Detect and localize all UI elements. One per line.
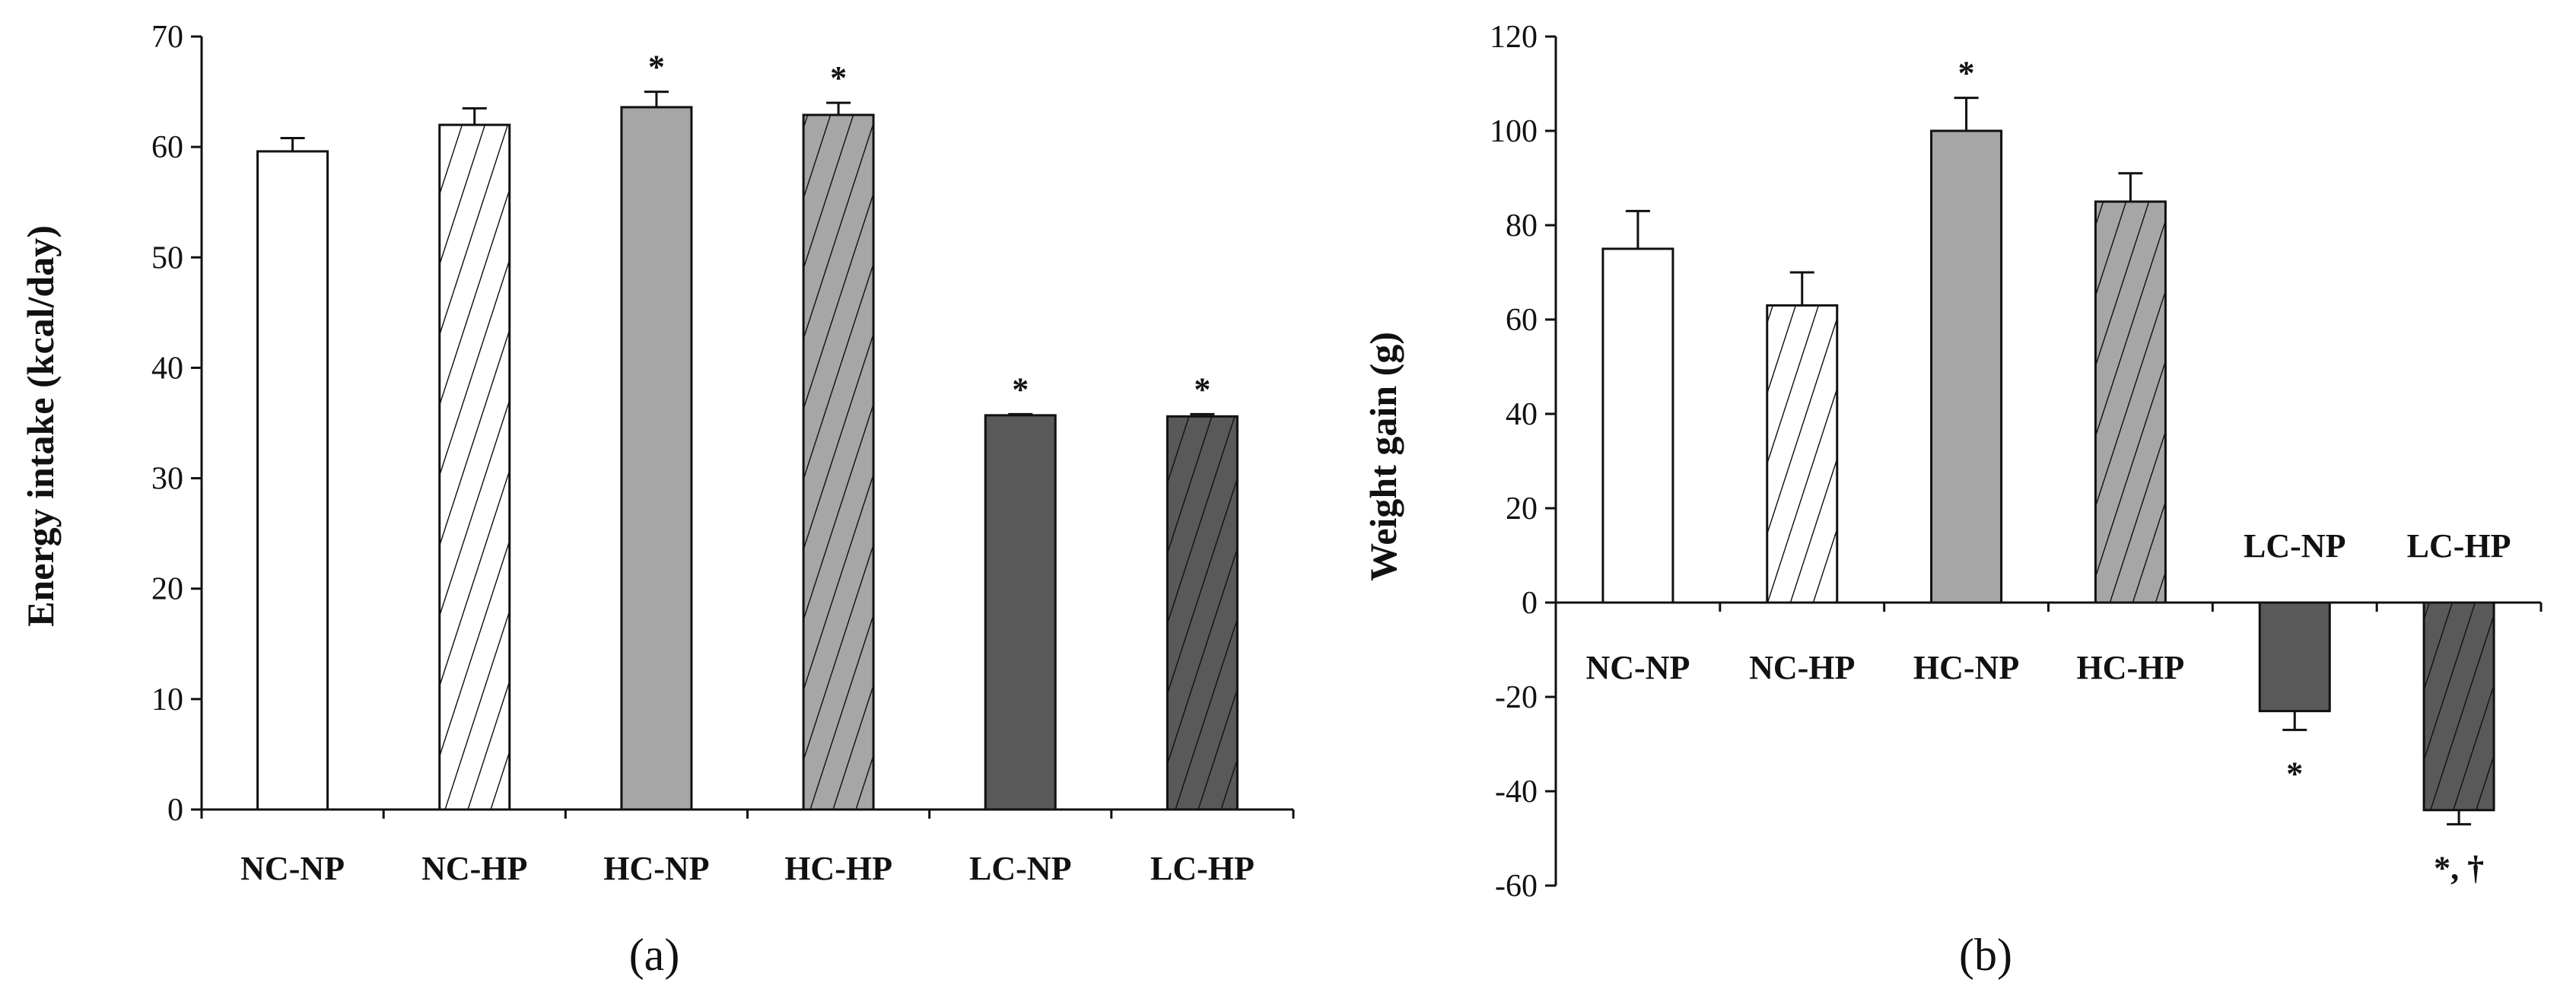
y-tick-label: -60	[1495, 869, 1538, 904]
significance-marker: *	[2286, 755, 2303, 792]
y-axis-ticks: 0 10 20 30 40 50 60 70	[151, 20, 202, 828]
y-tick-label: -20	[1495, 680, 1538, 715]
bars	[256, 91, 1239, 811]
significance-marker: *	[1012, 371, 1029, 408]
category-label: NC-HP	[1749, 649, 1855, 686]
category-label: HC-HP	[784, 850, 892, 887]
category-label: LC-HP	[1150, 850, 1255, 887]
bar	[256, 150, 329, 811]
significance-markers: * * *, †	[1958, 55, 2485, 887]
y-tick-label: 30	[151, 462, 183, 497]
significance-markers: * * * *	[648, 49, 1210, 409]
y-tick-label: 50	[151, 240, 183, 275]
y-tick-label: 120	[1490, 20, 1538, 55]
category-labels: NC-NP NC-HP HC-NP HC-HP LC-NP LC-HP	[240, 850, 1255, 887]
category-label: NC-NP	[240, 850, 345, 887]
axes	[200, 37, 1295, 819]
significance-marker: *, †	[2434, 849, 2484, 886]
category-label: LC-HP	[2407, 527, 2511, 565]
y-tick-label: 0	[167, 793, 183, 828]
panel-label: (b)	[1959, 930, 2012, 980]
axes	[1554, 37, 2543, 886]
bar	[1166, 415, 1239, 811]
y-tick-label: 40	[1506, 397, 1538, 432]
bars	[1601, 97, 2495, 825]
y-tick-label: 0	[1522, 586, 1538, 621]
significance-marker: *	[830, 59, 847, 97]
y-tick-label: -40	[1495, 775, 1538, 810]
y-tick-label: 70	[151, 20, 183, 55]
y-tick-label: 10	[151, 682, 183, 717]
category-label: LC-NP	[2244, 527, 2345, 565]
y-tick-label: 20	[151, 572, 183, 607]
significance-marker: *	[1958, 55, 1975, 92]
bar	[1601, 247, 1674, 604]
bar	[620, 106, 693, 811]
category-label: HC-NP	[1913, 649, 2019, 686]
significance-marker: *	[648, 49, 665, 86]
bar	[802, 113, 875, 811]
y-tick-label: 100	[1490, 114, 1538, 149]
y-tick-label: 20	[1506, 491, 1538, 526]
bar	[1766, 304, 1839, 604]
bar	[984, 414, 1057, 811]
y-tick-label: 60	[151, 130, 183, 165]
significance-marker: *	[1194, 371, 1210, 408]
category-labels: NC-NP NC-HP HC-NP HC-HP LC-NP LC-HP	[1585, 527, 2511, 686]
weight-gain-chart: Weight gain (g) -60 -40 -20 0 20 40 60 80 100 120…	[1362, 20, 2543, 980]
y-axis-ticks: -60 -40 -20 0 20 40 60 80 100 120	[1490, 20, 1556, 904]
y-tick-label: 60	[1506, 303, 1538, 338]
bar	[2422, 601, 2495, 812]
energy-intake-chart: Energy intake (kcal/day) 0 10 20 30 40 50 60 70…	[19, 20, 1295, 980]
y-axis-title: Weight gain (g)	[1362, 332, 1404, 581]
category-label: NC-NP	[1585, 649, 1690, 686]
bar	[1930, 129, 2003, 604]
y-axis-title: Energy intake (kcal/day)	[19, 225, 62, 627]
y-tick-label: 80	[1506, 208, 1538, 243]
category-label: HC-HP	[2077, 649, 2185, 686]
category-label: LC-NP	[969, 850, 1071, 887]
y-tick-label: 40	[151, 351, 183, 386]
bar	[438, 123, 511, 811]
bar	[2094, 200, 2167, 604]
category-label: HC-NP	[603, 850, 709, 887]
category-label: NC-HP	[421, 850, 527, 887]
panel-label: (a)	[629, 930, 680, 980]
bar	[2258, 601, 2331, 713]
